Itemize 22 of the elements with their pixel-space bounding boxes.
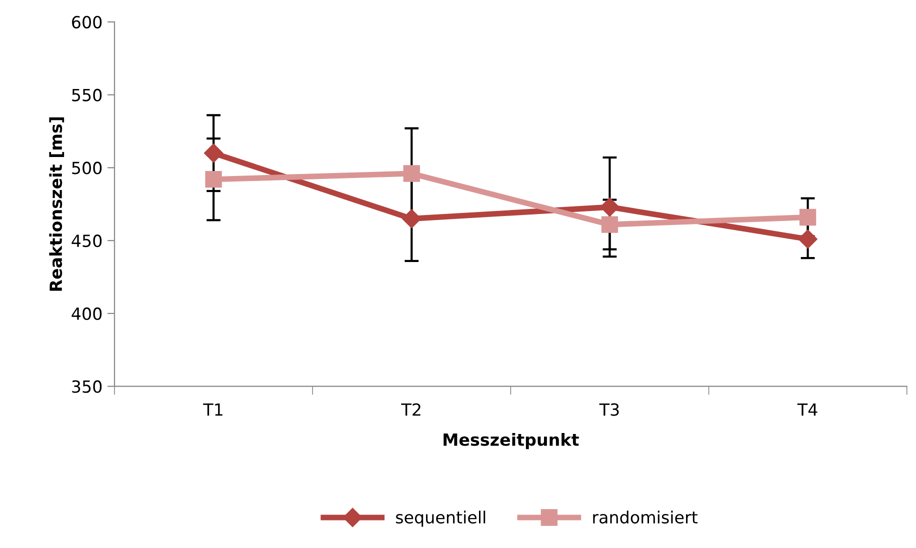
- point: [600, 198, 620, 217]
- x-tick-label: T2: [401, 403, 420, 416]
- y-tick-label: 600: [72, 16, 102, 28]
- legend-label: randomisiert: [593, 510, 698, 524]
- y-tick-label: 450: [72, 234, 102, 248]
- x-tick-label: T1: [203, 404, 222, 416]
- x-tick-label: T3: [599, 403, 619, 416]
- point: [402, 209, 422, 228]
- y-tick-label: 550: [72, 88, 102, 102]
- y-axis-title: Reaktionszeit [ms]: [49, 117, 64, 291]
- y-tick-label: 350: [72, 380, 102, 393]
- legend-label: sequentiell: [396, 510, 486, 527]
- point: [799, 208, 816, 226]
- point: [205, 171, 222, 188]
- y-tick-label: 500: [72, 162, 102, 174]
- x-tick-label: T4: [797, 404, 818, 416]
- x-axis-title: Messzeitpunkt: [444, 433, 579, 450]
- y-tick-label: 400: [72, 307, 102, 320]
- point: [798, 230, 818, 249]
- point: [601, 216, 618, 233]
- point: [204, 144, 224, 163]
- point: [403, 165, 420, 182]
